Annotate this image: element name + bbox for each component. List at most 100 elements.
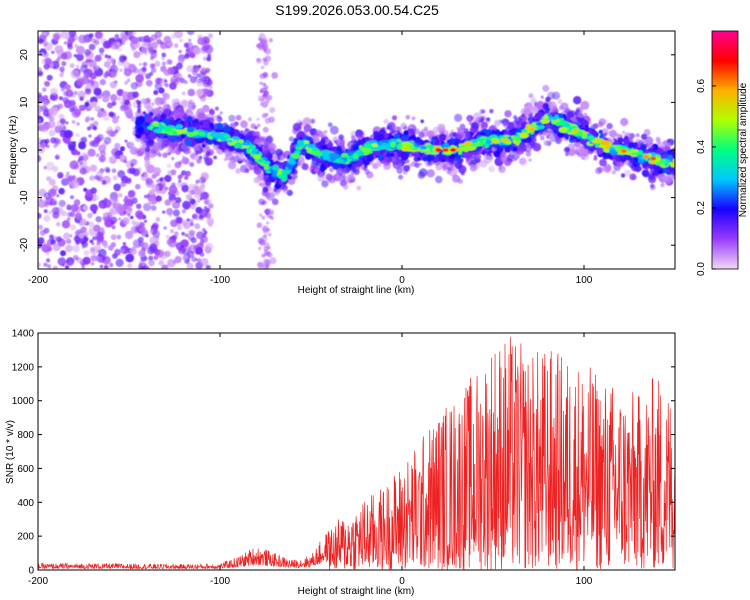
spectrogram-cell (48, 178, 56, 186)
spectrogram-cell (167, 70, 171, 74)
spectrogram-cell (204, 198, 212, 206)
spectrogram-cell (138, 213, 144, 219)
spectrogram-cell (248, 164, 253, 169)
spectrogram-cell (430, 155, 435, 160)
spectrogram-cell (145, 79, 153, 87)
spectrogram-cell (65, 238, 72, 244)
spectrogram-cell (203, 206, 208, 210)
spectrogram-cell (502, 121, 509, 129)
spectrogram-cell (164, 250, 171, 258)
spectrogram-cell (43, 214, 51, 222)
spectrogram-cell (83, 250, 90, 256)
spectrogram-cell (178, 160, 183, 165)
spectrogram-cell (261, 253, 266, 258)
spectrogram-cell (262, 145, 270, 153)
spectrogram-cell (124, 195, 128, 199)
spectrogram-cell (163, 35, 172, 44)
spectrogram-cell (494, 119, 501, 127)
spectrogram-cell (53, 32, 62, 40)
spectrogram-cell (176, 62, 183, 70)
spectrogram-cell (540, 135, 545, 141)
spectrogram-cell (504, 145, 512, 153)
spectrogram-cell (336, 146, 342, 152)
spectrogram-cell (178, 179, 182, 183)
spectrogram-cell (228, 114, 236, 122)
spectrogram-cell (137, 81, 143, 87)
spectrogram-cell (148, 259, 155, 267)
spectrogram-cell (38, 262, 42, 268)
spectrogram-cell (350, 130, 357, 137)
spectrogram-cell (38, 38, 44, 44)
spectrogram-cell (88, 134, 92, 138)
spectrogram-cell (111, 168, 117, 174)
spectrogram-cell (123, 197, 129, 203)
spectrogram-cell (435, 175, 443, 184)
spectrogram-cell (78, 232, 85, 239)
spectrogram-cell (79, 96, 84, 101)
spectrogram-cell (356, 130, 366, 139)
spectrogram-cell (68, 31, 77, 38)
spectrogram-cell (60, 250, 66, 257)
spectrogram-cell (173, 111, 183, 120)
spectrogram-cell (263, 45, 268, 50)
spectrogram-cell (89, 164, 98, 172)
spectrogram-cell (170, 229, 175, 234)
spectrogram-cell (528, 158, 532, 162)
spectrogram-cell (391, 156, 400, 165)
spectrogram-cell (154, 82, 163, 90)
spectrogram-cell (99, 78, 107, 86)
spectrogram-cell (110, 234, 117, 241)
spectrogram-cell (98, 47, 105, 54)
spectrogram-cell (167, 152, 171, 156)
spectrogram-cell (72, 244, 80, 253)
spectrogram-cell (493, 150, 501, 158)
spectrogram-cell (190, 199, 196, 205)
spectrogram-cell (121, 91, 130, 100)
spectrogram-cell (161, 61, 166, 66)
spectrogram-cell (122, 242, 127, 246)
spectrogram-cell (532, 142, 542, 152)
spectrogram-cell (227, 161, 237, 170)
spectrogram-cell (92, 197, 97, 202)
spectrogram-cell (122, 217, 130, 225)
spectrogram-cell (176, 77, 181, 82)
spectrogram-cell (447, 166, 452, 171)
spectrogram-cell (125, 230, 134, 240)
spectrogram-cell (627, 141, 636, 150)
spectrogram-cell (431, 136, 435, 140)
spectrogram-cell (261, 113, 267, 119)
spectrogram-cell (184, 233, 189, 237)
spectrogram-cell (76, 122, 80, 126)
spectrogram-cell (69, 63, 75, 69)
spectrogram-cell (103, 265, 110, 269)
spectrogram-cell (64, 84, 70, 90)
spectrogram-cell (79, 167, 87, 175)
spectrogram-cell (557, 99, 563, 105)
spectrogram-cell (144, 146, 151, 153)
spectrogram-cell (118, 48, 122, 52)
spectrogram-cell (200, 66, 207, 73)
spectrogram-cell (296, 126, 302, 132)
spectrogram-cell (135, 74, 144, 83)
spectrogram-cell (183, 42, 189, 48)
spectrogram-cell (59, 72, 64, 78)
spectrogram-cell (118, 193, 123, 198)
spectrogram-cell (55, 138, 62, 144)
spectrogram-cell (166, 238, 174, 246)
spectrogram-cell (144, 265, 150, 269)
spectrogram-cell (519, 157, 526, 165)
spectrogram-cell (383, 118, 389, 125)
spectrogram-cell (148, 141, 152, 145)
spectrogram-cell (189, 189, 195, 195)
spectrogram-cell (94, 137, 98, 141)
spectrogram-cell (174, 31, 183, 39)
spectrogram-cell (114, 129, 119, 134)
spectrogram-cell (565, 152, 569, 157)
spectrogram-cell (48, 107, 58, 117)
spectrogram-cell (202, 56, 208, 61)
spectrogram-cell (154, 60, 161, 67)
spectrogram-cell (390, 152, 394, 157)
spectrogram-cell (164, 174, 172, 183)
spectrogram-cell (303, 124, 312, 133)
